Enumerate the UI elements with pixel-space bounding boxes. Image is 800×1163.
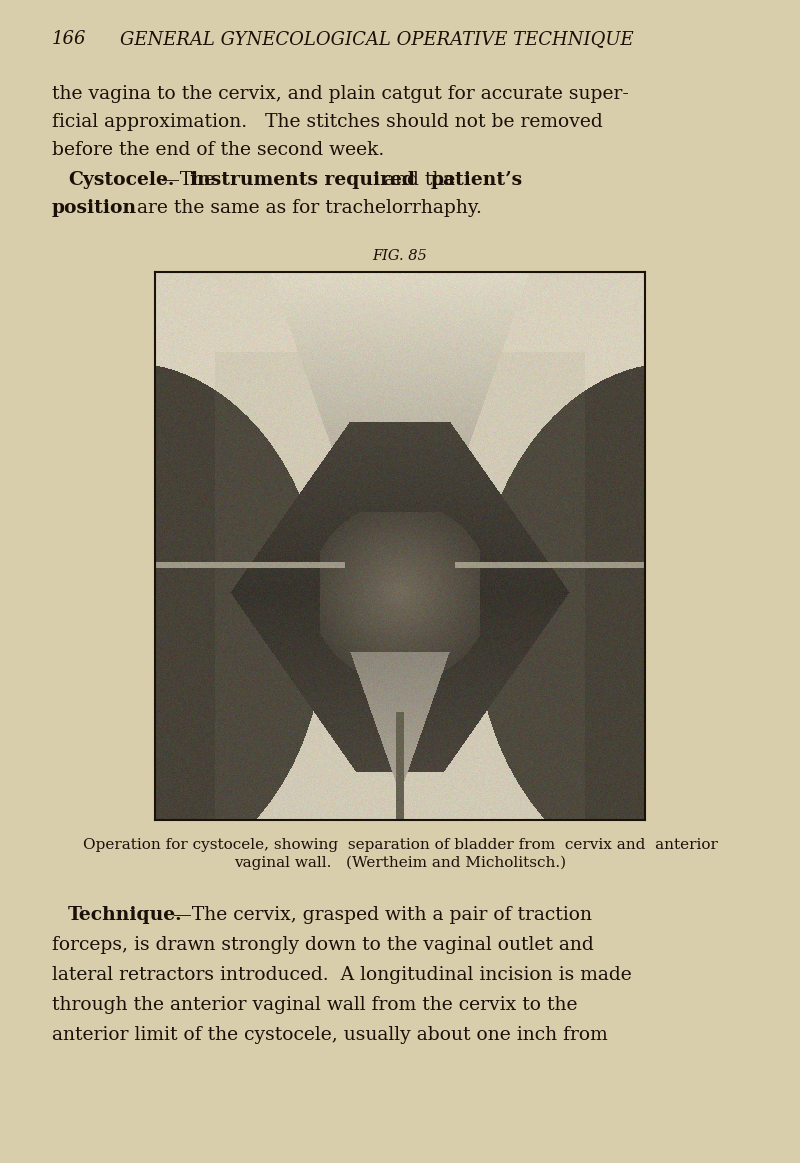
Text: the vagina to the cervix, and plain catgut for accurate super-: the vagina to the cervix, and plain catg… [52,85,629,104]
Text: vaginal wall.   (Wertheim and Micholitsch.): vaginal wall. (Wertheim and Micholitsch.… [234,856,566,870]
Text: —The: —The [161,171,222,190]
Text: Operation for cystocele, showing  separation of bladder from  cervix and  anteri: Operation for cystocele, showing separat… [82,839,718,852]
Text: GENERAL GYNECOLOGICAL OPERATIVE TECHNIQUE: GENERAL GYNECOLOGICAL OPERATIVE TECHNIQU… [120,30,634,48]
Text: instruments required: instruments required [190,171,415,190]
Text: and the: and the [378,171,462,190]
Text: Technique.: Technique. [68,906,182,923]
Text: anterior limit of the cystocele, usually about one inch from: anterior limit of the cystocele, usually… [52,1026,608,1044]
Text: —The cervix, grasped with a pair of traction: —The cervix, grasped with a pair of trac… [173,906,592,923]
Text: patient’s: patient’s [431,171,523,190]
Text: before the end of the second week.: before the end of the second week. [52,141,384,159]
Text: FIG. 85: FIG. 85 [373,249,427,263]
Text: lateral retractors introduced.  A longitudinal incision is made: lateral retractors introduced. A longitu… [52,966,632,984]
Text: Cystocele.: Cystocele. [68,171,174,190]
Text: are the same as for trachelorrhaphy.: are the same as for trachelorrhaphy. [131,199,482,217]
Text: forceps, is drawn strongly down to the vaginal outlet and: forceps, is drawn strongly down to the v… [52,936,594,954]
Text: ficial approximation.   The stitches should not be removed: ficial approximation. The stitches shoul… [52,113,602,131]
Text: through the anterior vaginal wall from the cervix to the: through the anterior vaginal wall from t… [52,996,578,1014]
Text: 166: 166 [52,30,86,48]
Text: position: position [52,199,137,217]
